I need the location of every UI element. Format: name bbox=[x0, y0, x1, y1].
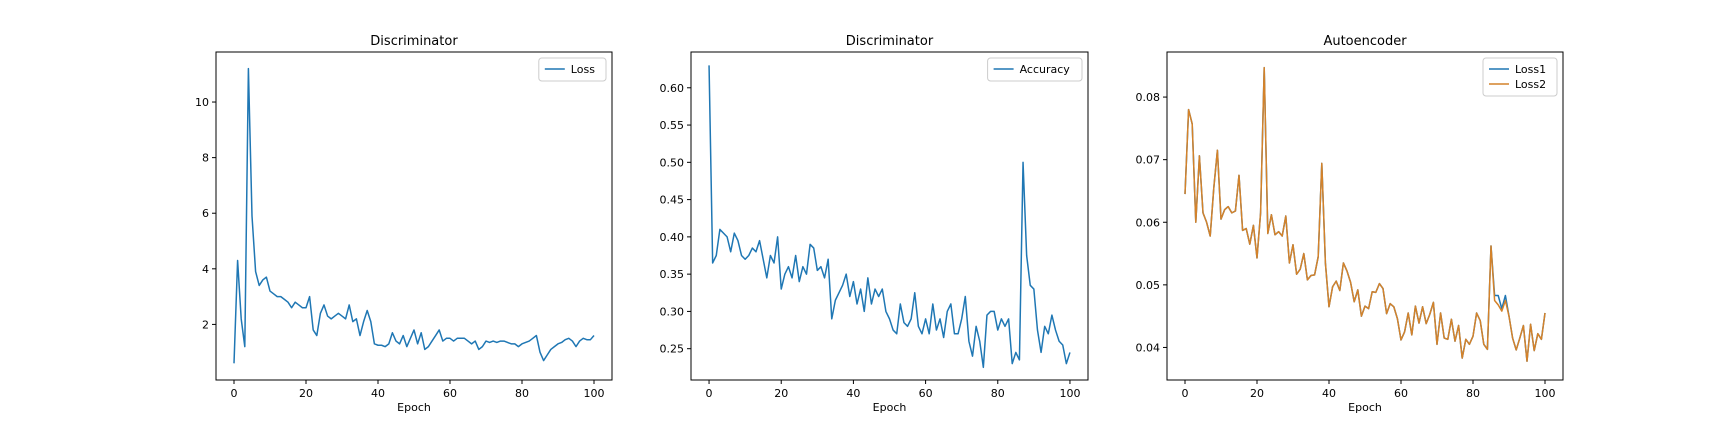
x-tick-label: 40 bbox=[371, 387, 385, 400]
y-tick-label: 0.08 bbox=[1136, 91, 1161, 104]
y-tick-label: 0.05 bbox=[1136, 279, 1161, 292]
x-tick-label: 100 bbox=[1059, 387, 1080, 400]
x-tick-label: 40 bbox=[846, 387, 860, 400]
x-tick-label: 20 bbox=[1250, 387, 1264, 400]
series-line-loss1 bbox=[1184, 66, 1546, 362]
y-tick-label: 0.35 bbox=[660, 268, 685, 281]
chart-title: Discriminator bbox=[846, 34, 934, 49]
x-axis-label: Epoch bbox=[873, 401, 907, 414]
series-line-loss2 bbox=[1184, 66, 1546, 362]
y-tick-label: 2 bbox=[202, 318, 209, 331]
y-tick-label: 4 bbox=[202, 263, 209, 276]
legend-box bbox=[538, 57, 607, 82]
legend: Loss bbox=[538, 57, 607, 82]
legend-label: Loss bbox=[571, 63, 595, 76]
x-tick-label: 20 bbox=[774, 387, 788, 400]
x-tick-label: 80 bbox=[1466, 387, 1480, 400]
x-tick-label: 100 bbox=[1535, 387, 1556, 400]
y-tick-label: 10 bbox=[195, 96, 209, 109]
plot-frame bbox=[690, 51, 1089, 381]
y-tick-label: 0.55 bbox=[660, 119, 685, 132]
chart-title: Autoencoder bbox=[1323, 34, 1407, 49]
y-tick-label: 0.45 bbox=[660, 194, 685, 207]
plot-frame bbox=[1166, 51, 1564, 381]
chart-panel-3: 0 20 40 60 80 100 0.04 0.05 0.06 0.07 0.08 Autoenco… bbox=[1136, 34, 1564, 414]
legend: Accuracy bbox=[987, 57, 1083, 82]
y-tick-label: 0.07 bbox=[1136, 154, 1161, 167]
x-axis-label: Epoch bbox=[397, 401, 431, 414]
x-tick-label: 80 bbox=[991, 387, 1005, 400]
legend-label: Loss1 bbox=[1515, 63, 1546, 76]
series-line-accuracy bbox=[708, 65, 1071, 369]
chart-panel-1: 0 20 40 60 80 100 2 4 6 8 10 Discriminator Epoch Loss bbox=[195, 34, 613, 414]
chart-panel-2: 0 20 40 60 80 100 0.25 0.30 0.35 0.40 0.45 0.50 0.55… bbox=[660, 34, 1089, 414]
legend-box bbox=[987, 57, 1083, 82]
y-tick-label: 0.40 bbox=[660, 231, 685, 244]
y-tick-label: 0.30 bbox=[660, 305, 685, 318]
x-tick-label: 20 bbox=[299, 387, 313, 400]
x-tick-label: 80 bbox=[515, 387, 529, 400]
y-tick-label: 8 bbox=[202, 152, 209, 165]
y-tick-label: 6 bbox=[202, 207, 209, 220]
series-line-loss bbox=[233, 67, 595, 364]
x-tick-label: 0 bbox=[1182, 387, 1189, 400]
y-tick-label: 0.50 bbox=[660, 156, 685, 169]
y-tick-label: 0.25 bbox=[660, 343, 685, 356]
y-tick-label: 0.04 bbox=[1136, 341, 1161, 354]
legend: Loss1 Loss2 bbox=[1482, 57, 1558, 97]
x-tick-label: 60 bbox=[443, 387, 457, 400]
chart-title: Discriminator bbox=[370, 34, 458, 49]
x-tick-label: 40 bbox=[1322, 387, 1336, 400]
x-tick-label: 60 bbox=[1394, 387, 1408, 400]
plot-frame bbox=[215, 51, 613, 381]
legend-box bbox=[1482, 57, 1558, 97]
x-axis-label: Epoch bbox=[1348, 401, 1382, 414]
x-tick-label: 100 bbox=[584, 387, 605, 400]
x-tick-label: 0 bbox=[231, 387, 238, 400]
x-tick-label: 60 bbox=[919, 387, 933, 400]
x-tick-label: 0 bbox=[706, 387, 713, 400]
legend-label: Loss2 bbox=[1515, 78, 1546, 91]
y-tick-label: 0.60 bbox=[660, 82, 685, 95]
legend-label: Accuracy bbox=[1020, 63, 1071, 76]
y-tick-label: 0.06 bbox=[1136, 216, 1161, 229]
